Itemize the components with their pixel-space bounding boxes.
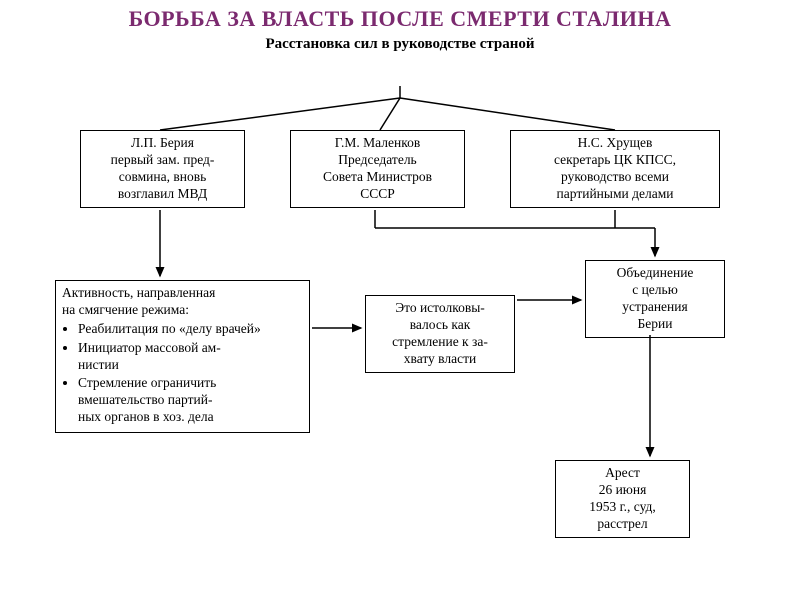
box-malenkov-text: Г.М. МаленковПредседательСовета Министро… (323, 135, 432, 201)
interpreted-text: Это истолковы-валось какстремление к за-… (392, 300, 488, 366)
subtitle: Расстановка сил в руководстве страной (0, 36, 800, 53)
box-malenkov: Г.М. МаленковПредседательСовета Министро… (290, 130, 465, 208)
activity-item: Стремление ограничитьвмешательство парти… (78, 375, 303, 426)
box-beria: Л.П. Берияпервый зам. пред-совмина, внов… (80, 130, 245, 208)
activity-item: Реабилитация по «делу врачей» (78, 321, 303, 338)
box-beria-text: Л.П. Берияпервый зам. пред-совмина, внов… (111, 135, 215, 201)
box-khrushchev: Н.С. Хрущевсекретарь ЦК КПСС,руководство… (510, 130, 720, 208)
box-activity: Активность, направленнаяна смягчение реж… (55, 280, 310, 433)
page-title: БОРЬБА ЗА ВЛАСТЬ ПОСЛЕ СМЕРТИ СТАЛИНА (0, 0, 800, 34)
activity-item: Инициатор массовой ам-нистии (78, 340, 303, 374)
box-union: Объединениес цельюустраненияБерии (585, 260, 725, 338)
union-text: Объединениес цельюустраненияБерии (617, 265, 694, 331)
activity-header: Активность, направленнаяна смягчение реж… (62, 285, 303, 319)
arrest-text: Арест26 июня1953 г., суд,расстрел (589, 465, 655, 531)
box-arrest: Арест26 июня1953 г., суд,расстрел (555, 460, 690, 538)
box-khrushchev-text: Н.С. Хрущевсекретарь ЦК КПСС,руководство… (554, 135, 676, 201)
activity-list: Реабилитация по «делу врачей» Инициатор … (62, 321, 303, 426)
box-interpreted: Это истолковы-валось какстремление к за-… (365, 295, 515, 373)
